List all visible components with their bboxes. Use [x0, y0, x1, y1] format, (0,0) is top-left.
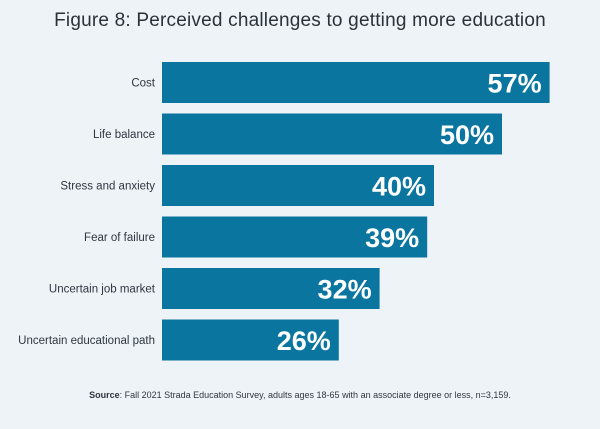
bar [162, 268, 380, 309]
chart-source-note: Source: Fall 2021 Strada Education Surve… [0, 390, 600, 400]
chart-title: Figure 8: Perceived challenges to gettin… [54, 10, 546, 31]
bar-value-label: 57% [488, 69, 542, 99]
category-label: Fear of failure [84, 232, 155, 244]
source-label: Source [89, 390, 120, 400]
source-text: : Fall 2021 Strada Education Survey, adu… [119, 390, 511, 400]
bar-value-label: 39% [365, 223, 419, 253]
category-label: Life balance [93, 129, 155, 141]
bar [162, 216, 428, 258]
category-label: Stress and anxiety [60, 181, 155, 193]
bar-value-label: 40% [372, 172, 426, 202]
bar-value-label: 50% [440, 120, 494, 150]
bar [162, 113, 502, 155]
category-label: Cost [131, 78, 155, 90]
category-label: Uncertain job market [49, 284, 156, 296]
bar-value-label: 26% [277, 326, 331, 356]
bar-value-label: 32% [318, 275, 372, 305]
bar [162, 62, 550, 103]
bar [162, 319, 339, 361]
category-label: Uncertain educational path [18, 335, 155, 347]
bar [162, 165, 434, 206]
